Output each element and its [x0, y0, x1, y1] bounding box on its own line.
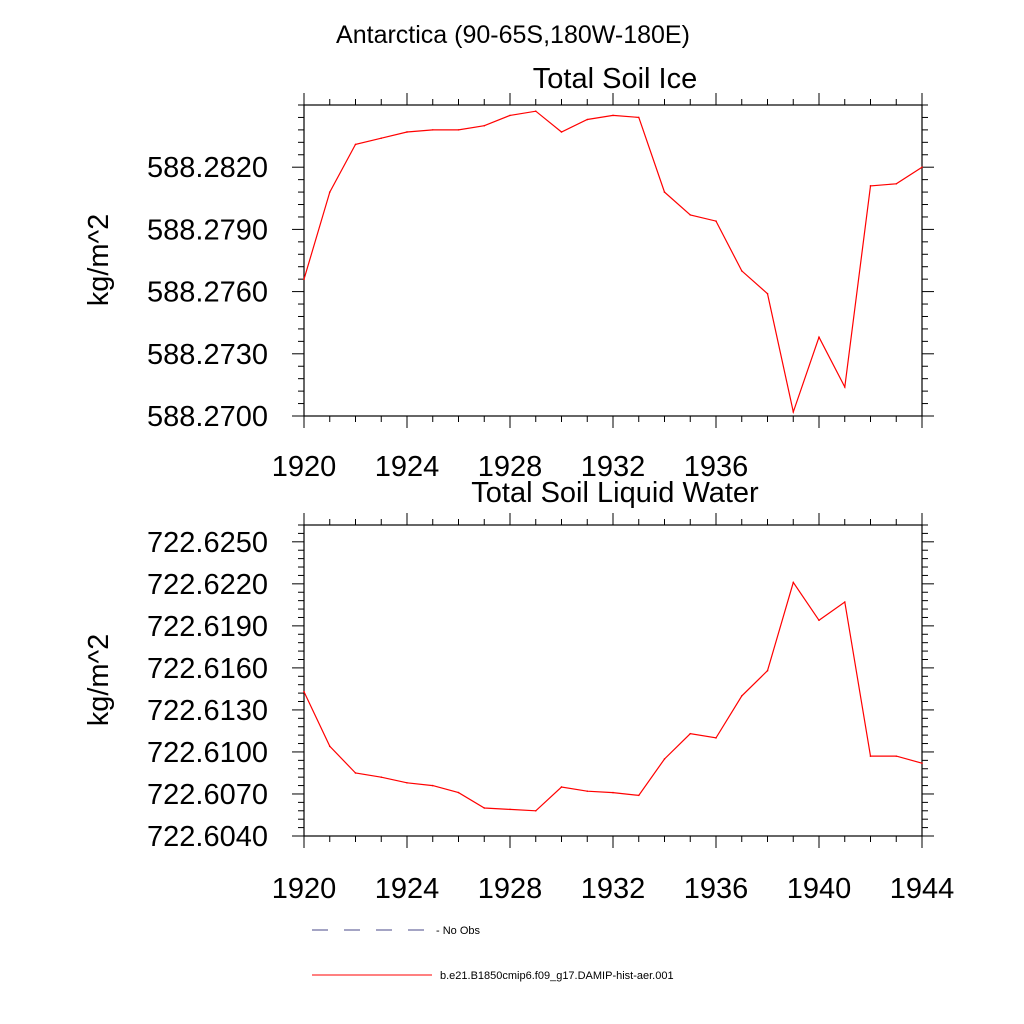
- data-point: [792, 411, 795, 413]
- x-tick-label: 1924: [375, 873, 440, 905]
- y-tick-label: 722.6160: [147, 653, 268, 685]
- data-point: [715, 737, 717, 739]
- data-point: [586, 118, 589, 121]
- y-tick-label: 588.2790: [147, 214, 268, 246]
- data-point: [509, 114, 511, 117]
- data-point: [740, 695, 743, 697]
- data-point: [843, 601, 846, 603]
- data-point: [740, 270, 743, 272]
- plot-frame: [303, 524, 923, 837]
- chart-title: Total Soil Ice: [533, 63, 697, 95]
- data-point: [586, 790, 589, 792]
- data-point: [380, 137, 383, 139]
- legend: - No Obs b.e21.B1850cmip6.f09_g17.DAMIP-h…: [312, 925, 674, 982]
- data-point: [406, 131, 408, 133]
- data-point: [560, 786, 563, 788]
- data-point: [560, 131, 563, 133]
- y-tick-label: 588.2820: [147, 152, 268, 184]
- data-point: [689, 214, 692, 216]
- data-point: [663, 191, 666, 193]
- chart-title: Total Soil Liquid Water: [471, 477, 759, 509]
- data-point: [689, 732, 692, 735]
- data-point: [818, 336, 820, 339]
- data-point: [766, 669, 769, 672]
- y-tick-label: 722.6190: [147, 611, 268, 643]
- x-tick-label: 1940: [787, 873, 852, 905]
- x-tick-label: 1928: [478, 873, 543, 905]
- y-axis-label: kg/m^2: [83, 214, 115, 307]
- series-line: [303, 581, 923, 812]
- data-point: [895, 182, 898, 185]
- data-point: [637, 116, 640, 119]
- data-point: [715, 220, 717, 222]
- data-point: [303, 690, 305, 693]
- data-point: [483, 807, 486, 809]
- chart-panel-1: Total Soil Ice kg/m^2 1920 1924 1928 1932 1936…: [83, 63, 934, 483]
- data-point: [354, 143, 357, 146]
- data-point: [380, 776, 383, 778]
- data-point: [509, 808, 511, 811]
- data-point: [406, 781, 408, 784]
- data-point: [612, 791, 614, 794]
- series-line: [303, 110, 923, 415]
- data-point: [843, 386, 846, 388]
- legend-item: - No Obs: [312, 925, 481, 937]
- x-tick-label: 1944: [890, 873, 955, 905]
- y-tick-label: 722.6130: [147, 695, 268, 727]
- x-tick-label: 1920: [272, 451, 337, 483]
- data-point: [431, 129, 434, 131]
- x-tick-label: 1932: [581, 873, 646, 905]
- y-tick-label: 722.6040: [147, 821, 268, 853]
- y-tick-label: 588.2730: [147, 339, 268, 371]
- y-tick-label: 588.2700: [147, 401, 268, 433]
- data-point: [612, 114, 614, 117]
- data-point: [869, 755, 872, 757]
- data-point: [534, 110, 537, 113]
- data-point: [792, 581, 795, 584]
- y-tick-label: 722.6250: [147, 527, 268, 559]
- data-point: [818, 619, 820, 622]
- x-tick-label: 1924: [375, 451, 440, 483]
- x-tick-label: 1920: [272, 873, 337, 905]
- data-point: [869, 185, 872, 187]
- legend-label: b.e21.B1850cmip6.f09_g17.DAMIP-hist-aer.…: [440, 970, 674, 982]
- legend-item: b.e21.B1850cmip6.f09_g17.DAMIP-hist-aer.…: [312, 970, 674, 982]
- y-axis-label: kg/m^2: [83, 634, 115, 727]
- data-point: [328, 191, 331, 193]
- data-point: [431, 784, 434, 787]
- data-point: [328, 745, 331, 748]
- chart-panel-2: Total Soil Liquid Water kg/m^2 1920 1924 192…: [83, 477, 954, 905]
- y-tick-label: 722.6100: [147, 737, 268, 769]
- x-tick-label: 1928: [478, 451, 543, 483]
- y-tick-label: 588.2760: [147, 277, 268, 309]
- data-point: [483, 124, 486, 127]
- data-point: [663, 758, 666, 760]
- data-point: [354, 772, 357, 774]
- data-point: [534, 809, 537, 812]
- chart-panels: Total Soil Ice kg/m^2 1920 1924 1928 1932 1936…: [83, 63, 954, 905]
- figure-title: Antarctica (90-65S,180W-180E): [336, 21, 690, 49]
- x-tick-label: 1932: [581, 451, 646, 483]
- data-point: [921, 762, 923, 764]
- data-point: [457, 791, 460, 794]
- data-point: [637, 794, 640, 797]
- data-point: [766, 292, 769, 295]
- y-tick-label: 722.6070: [147, 779, 268, 811]
- plot-frame: [303, 104, 923, 417]
- data-point: [921, 166, 923, 168]
- data-point: [457, 129, 460, 131]
- data-point: [303, 278, 305, 280]
- x-tick-label: 1936: [684, 873, 749, 905]
- x-tick-label: 1936: [684, 451, 749, 483]
- y-tick-label: 722.6220: [147, 569, 268, 601]
- data-point: [895, 755, 898, 757]
- legend-label: - No Obs: [436, 925, 481, 937]
